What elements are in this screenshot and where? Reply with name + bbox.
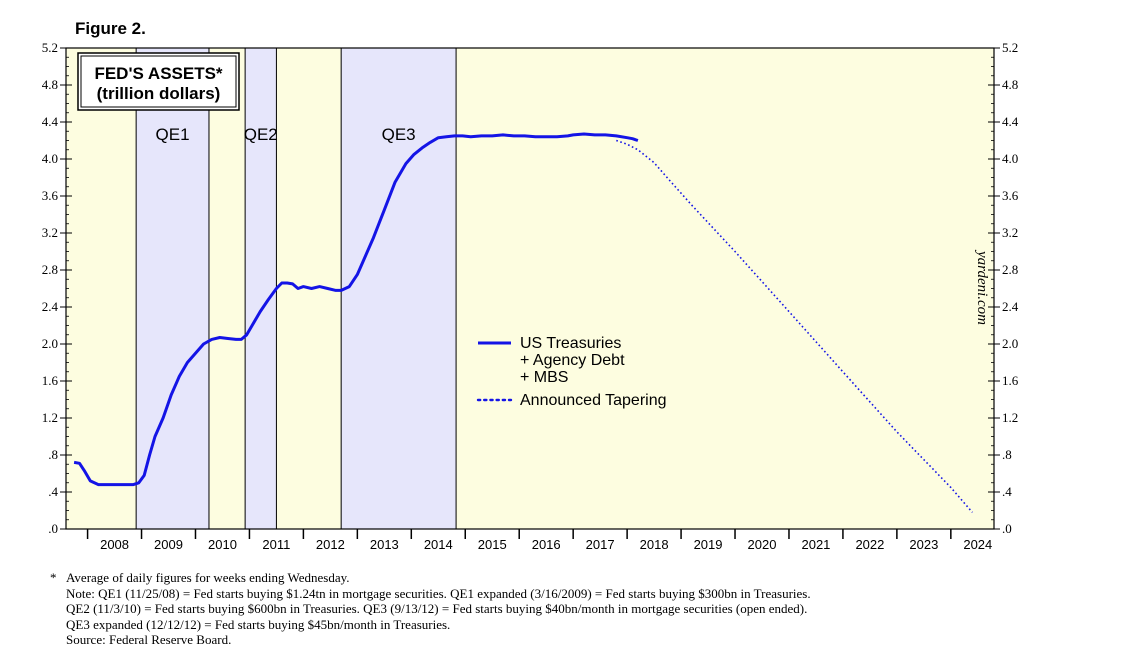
y-tick-label-right: 3.2 (1002, 225, 1018, 240)
y-tick-label-right: 2.0 (1002, 336, 1018, 351)
chart-title-line-1: FED'S ASSETS* (94, 64, 222, 83)
y-tick-label-right: 1.2 (1002, 410, 1018, 425)
y-tick-label-left: 1.2 (42, 410, 58, 425)
x-tick-label: 2014 (424, 537, 453, 552)
y-tick-label-right: .4 (1002, 484, 1012, 499)
x-tick-label: 2017 (586, 537, 615, 552)
y-tick-label-right: .0 (1002, 521, 1012, 536)
x-tick-label: 2016 (532, 537, 561, 552)
series-line-tapering (616, 139, 974, 513)
qe-band-3 (341, 48, 457, 529)
figure-label: Figure 2. (75, 19, 146, 38)
y-tick-label-right: 1.6 (1002, 373, 1019, 388)
qe-label-2: QE2 (244, 125, 278, 144)
footnote-line-1: Average of daily figures for weeks endin… (66, 570, 350, 585)
y-tick-label-right: 4.8 (1002, 77, 1018, 92)
chart-title-box: FED'S ASSETS* (trillion dollars) (77, 52, 240, 111)
x-tick-label: 2024 (963, 537, 992, 552)
footnote-line-5: Source: Federal Reserve Board. (66, 632, 232, 648)
y-tick-label-left: .4 (48, 484, 58, 499)
y-tick-label-left: 1.6 (42, 373, 59, 388)
x-tick-label: 2015 (478, 537, 507, 552)
y-tick-label-right: 5.2 (1002, 40, 1018, 55)
x-tick-label: 2012 (316, 537, 345, 552)
x-tick-label: 2009 (154, 537, 183, 552)
qe-band-1 (136, 48, 209, 529)
x-tick-label: 2019 (694, 537, 723, 552)
y-tick-label-left: 3.2 (42, 225, 58, 240)
x-tick-label: 2018 (640, 537, 669, 552)
y-tick-label-left: .0 (48, 521, 58, 536)
chart: QE1 QE2 QE3 .0 .0 .4 .4 .8 .8 1.2 1.2 1.6 1.6 2.0 2.0… (42, 40, 1019, 552)
y-tick-label-left: 4.8 (42, 77, 58, 92)
footnotes: * Average of daily figures for weeks end… (50, 570, 1110, 648)
footnote-star: * (50, 570, 57, 585)
x-tick-label: 2013 (370, 537, 399, 552)
qe-label-1: QE1 (156, 125, 190, 144)
y-tick-label-right: 2.8 (1002, 262, 1018, 277)
legend-label-assets: + MBS (520, 369, 568, 386)
series-group (73, 132, 974, 513)
watermark: yardeni.com (974, 249, 990, 325)
footnote-line-3: QE2 (11/3/10) = Fed starts buying $600bn… (66, 601, 808, 617)
x-tick-label: 2021 (801, 537, 830, 552)
y-tick-label-left: .8 (48, 447, 58, 462)
x-tick-label: 2008 (100, 537, 129, 552)
qe-bands: QE1 QE2 QE3 (135, 48, 457, 529)
y-tick-label-left: 4.0 (42, 151, 58, 166)
legend-label-assets: US Treasuries (520, 335, 621, 352)
y-tick-label-left: 2.8 (42, 262, 58, 277)
qe-band-2 (245, 48, 277, 529)
qe-label-3: QE3 (382, 125, 416, 144)
y-tick-label-right: 3.6 (1002, 188, 1019, 203)
axes: .0 .0 .4 .4 .8 .8 1.2 1.2 1.6 1.6 2.0 2.0 2.4 2.4 2.8 2… (42, 40, 1019, 552)
y-tick-label-right: 4.4 (1002, 114, 1019, 129)
y-tick-label-left: 3.6 (42, 188, 59, 203)
x-tick-label: 2020 (748, 537, 777, 552)
y-tick-label-left: 4.4 (42, 114, 59, 129)
series-line-assets (73, 132, 639, 487)
y-tick-label-left: 2.0 (42, 336, 58, 351)
x-tick-label: 2011 (262, 537, 290, 552)
y-tick-label-right: .8 (1002, 447, 1012, 462)
chart-title-line-2: (trillion dollars) (97, 84, 221, 103)
legend-label-assets: + Agency Debt (520, 352, 625, 369)
x-tick-label: 2022 (855, 537, 884, 552)
x-tick-label: 2023 (909, 537, 938, 552)
y-tick-label-right: 2.4 (1002, 299, 1019, 314)
y-tick-label-right: 4.0 (1002, 151, 1018, 166)
y-tick-label-left: 2.4 (42, 299, 59, 314)
y-tick-label-left: 5.2 (42, 40, 58, 55)
footnote-line-4: QE3 expanded (12/12/12) = Fed starts buy… (66, 616, 451, 632)
x-tick-label: 2010 (208, 537, 237, 552)
legend: US Treasuries+ Agency Debt+ MBS Announced… (476, 335, 667, 409)
plot-area (66, 48, 994, 529)
plot-background (66, 48, 994, 529)
legend-label-tapering: Announced Tapering (520, 392, 667, 409)
footnote-line-2: Note: QE1 (11/25/08) = Fed starts buying… (66, 585, 811, 601)
